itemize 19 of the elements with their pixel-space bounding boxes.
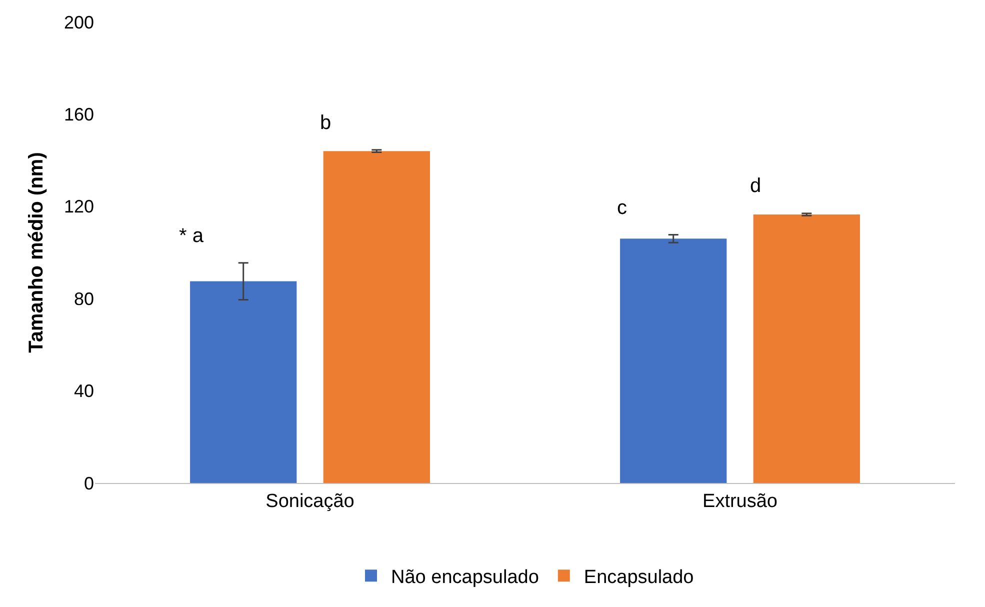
y-tick-label: 120 <box>64 196 94 217</box>
y-tick-label: 40 <box>74 381 94 402</box>
x-tick-label: Extrusão <box>702 490 778 512</box>
bar <box>190 281 297 483</box>
legend-label: Encapsulado <box>584 567 694 588</box>
data-label: * a <box>179 225 204 247</box>
y-tick-label: 0 <box>84 473 94 494</box>
x-tick-label: Sonicação <box>266 490 354 512</box>
bar <box>620 238 727 483</box>
y-tick-label: 200 <box>64 12 94 32</box>
data-label: c <box>617 197 627 219</box>
data-label: b <box>320 112 332 134</box>
y-tick-label: 80 <box>74 288 94 309</box>
y-axis-title: Tamanho médio (nm) <box>25 152 48 353</box>
legend-label: Não encapsulado <box>391 567 539 588</box>
data-label: d <box>750 175 762 197</box>
bar <box>323 151 430 483</box>
y-tick-label: 160 <box>64 104 94 124</box>
bar <box>753 214 860 483</box>
